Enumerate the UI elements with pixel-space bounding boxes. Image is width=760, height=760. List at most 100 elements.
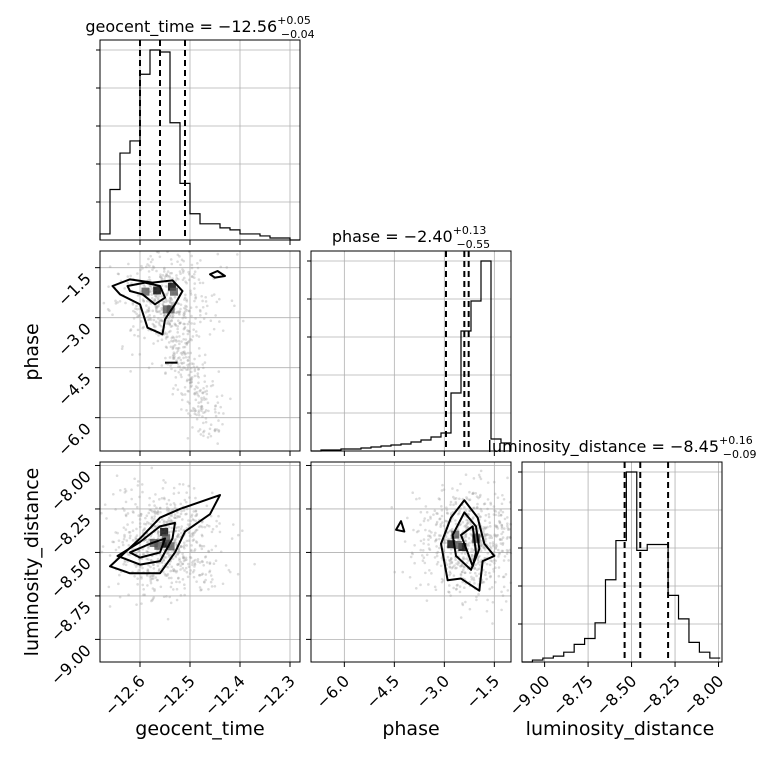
sample-point-2-1 [483, 535, 486, 539]
sample-point-2-0 [207, 550, 211, 554]
sample-point-2-1 [408, 575, 412, 579]
sample-point-1-0 [139, 320, 143, 323]
sample-point-2-0 [152, 567, 156, 570]
sample-point-2-0 [121, 506, 125, 510]
sample-point-2-1 [482, 546, 485, 549]
sample-point-2-1 [458, 585, 462, 588]
sample-point-1-0 [144, 311, 148, 314]
sample-point-2-0 [168, 519, 171, 523]
sample-point-2-0 [136, 480, 140, 483]
sample-point-2-0 [146, 521, 149, 524]
frames-layer [99, 39, 723, 663]
sample-point-2-1 [480, 544, 483, 548]
sample-point-2-1 [488, 533, 491, 537]
sample-point-2-0 [191, 539, 195, 542]
sample-point-2-1 [466, 521, 470, 525]
sample-point-2-1 [496, 548, 500, 552]
sample-point-2-0 [202, 563, 206, 567]
sample-point-1-0 [170, 298, 174, 302]
sample-point-2-1 [458, 497, 461, 501]
sample-point-2-0 [192, 518, 196, 522]
sample-point-2-0 [194, 496, 197, 500]
sample-point-2-0 [152, 517, 156, 521]
sample-point-2-0 [147, 538, 150, 542]
sample-point-2-1 [463, 525, 467, 528]
sample-point-2-1 [454, 497, 458, 500]
sample-point-2-1 [475, 574, 478, 578]
sample-point-1-0 [216, 442, 219, 445]
sample-point-2-0 [183, 583, 186, 587]
sample-point-1-0 [142, 283, 146, 287]
sample-point-2-1 [500, 549, 504, 553]
sample-point-1-0 [171, 301, 174, 305]
sample-point-1-0 [165, 332, 168, 336]
ticklabel-x-luminosity_distance-3: −8.25 [636, 671, 684, 719]
sample-point-1-0 [182, 366, 185, 369]
sample-point-1-0 [176, 362, 180, 365]
sample-point-2-0 [166, 565, 170, 569]
sample-point-1-0 [186, 368, 190, 371]
sample-point-2-1 [468, 509, 471, 513]
sample-point-2-1 [468, 541, 471, 545]
sample-point-2-1 [483, 556, 486, 560]
sample-point-2-0 [185, 512, 188, 516]
sample-point-1-0 [153, 298, 157, 301]
sample-point-2-1 [441, 483, 444, 487]
sample-point-2-1 [428, 568, 431, 572]
sample-point-1-0 [173, 352, 176, 356]
sample-point-2-0 [172, 492, 176, 495]
sample-point-2-1 [452, 574, 456, 577]
sample-point-1-0 [201, 363, 205, 366]
sample-point-2-1 [488, 571, 491, 575]
sample-point-2-1 [423, 561, 427, 565]
sample-point-2-0 [193, 562, 197, 565]
contour-luminosity_distance_vs_phase-0 [440, 499, 496, 592]
sample-point-2-1 [497, 511, 501, 514]
sample-point-1-0 [190, 322, 193, 325]
sample-point-2-1 [421, 549, 425, 552]
sample-point-2-0 [172, 567, 175, 571]
sample-point-1-0 [170, 302, 174, 306]
sample-point-2-0 [165, 520, 168, 524]
sample-point-2-0 [192, 569, 196, 572]
sample-point-2-0 [165, 502, 169, 506]
sample-point-1-0 [183, 385, 187, 389]
sample-point-1-0 [182, 276, 186, 280]
sample-point-1-0 [189, 385, 193, 389]
sample-point-2-1 [465, 518, 468, 522]
sample-point-2-0 [122, 562, 125, 566]
sample-point-2-0 [135, 603, 138, 606]
sample-point-2-1 [482, 532, 486, 535]
sample-point-1-0 [194, 293, 197, 297]
sample-point-1-0 [189, 376, 193, 380]
sample-point-2-1 [439, 564, 443, 568]
sample-point-2-1 [457, 511, 461, 515]
sample-point-2-0 [177, 525, 181, 529]
sample-point-2-1 [491, 541, 495, 544]
sample-point-1-0 [170, 319, 173, 322]
sample-point-1-0 [146, 315, 150, 319]
sample-point-2-1 [501, 510, 505, 514]
sample-point-2-0 [174, 537, 178, 541]
sample-point-2-1 [465, 496, 468, 499]
sample-point-1-0 [155, 309, 158, 313]
sample-point-2-0 [124, 514, 128, 518]
sample-point-2-0 [149, 565, 152, 569]
ticklabel-x-phase-3: −1.5 [462, 671, 503, 712]
sample-point-2-0 [128, 536, 132, 540]
sample-point-1-0 [142, 325, 145, 329]
sample-point-2-0 [137, 568, 141, 572]
sample-point-2-0 [122, 537, 126, 541]
sample-point-2-0 [194, 558, 197, 562]
sample-point-2-0 [146, 570, 149, 573]
sample-point-1-0 [136, 294, 140, 297]
sample-point-1-0 [204, 312, 208, 315]
sample-point-2-0 [232, 523, 235, 526]
sample-point-2-0 [148, 503, 151, 507]
sample-point-2-1 [476, 558, 480, 562]
sample-point-2-1 [501, 541, 505, 545]
sample-point-2-1 [463, 557, 466, 561]
sample-point-2-0 [147, 522, 151, 525]
sample-point-2-1 [461, 521, 465, 524]
sample-point-2-1 [499, 513, 503, 517]
